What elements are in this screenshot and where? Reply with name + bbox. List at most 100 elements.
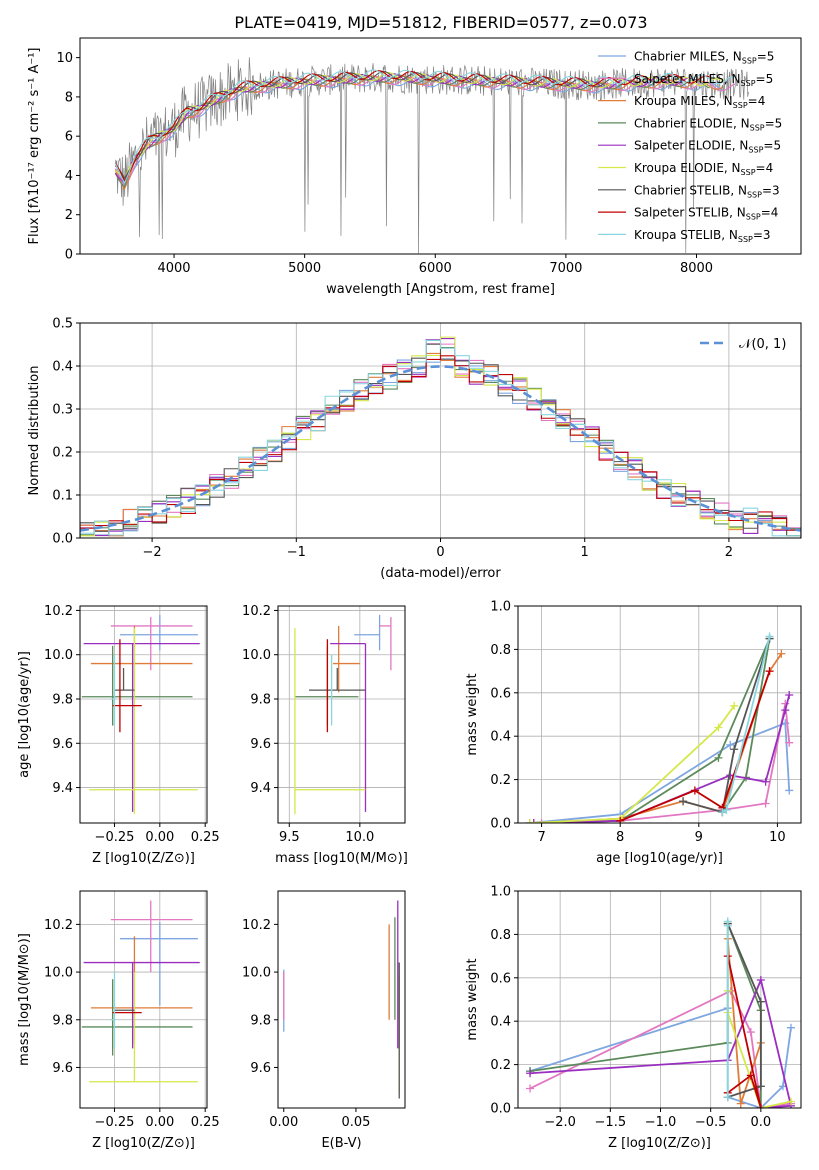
series-marker (785, 738, 794, 747)
legend-entry: Chabrier MILES, NSSP=5 (634, 50, 774, 66)
plot-area (278, 606, 405, 823)
z-weight-panel: −2.0 −1.5 −1.0 −0.5 0.0 0.0 0.2 0.4 0.6 0.8 1.0 Z [… (465, 885, 802, 1151)
errorbar-point (110, 900, 193, 973)
y-tick-label: 6 (65, 130, 73, 145)
series-marker (679, 797, 688, 806)
ebv-mass-panel: 0.00 0.05 9.6 9.8 10.0 10.2 E(B-V) (242, 890, 406, 1151)
legend-entry: Kroupa STELIB, NSSP=3 (634, 228, 771, 244)
plot-content (526, 917, 795, 1108)
y-tick-label: 10.2 (242, 918, 271, 933)
y-tick-label: 0.8 (490, 643, 511, 658)
y-tick-label: 9.8 (52, 693, 73, 708)
legend-entry: Kroupa ELODIE, NSSP=4 (634, 161, 773, 177)
z-mass-panel: −0.25 0.00 0.25 9.6 9.8 10.0 10.2 Z [log10(Z/Z⊙… (17, 890, 220, 1151)
errorbar-point (294, 628, 366, 815)
y-tick-label: 8 (65, 90, 73, 105)
series-marker (761, 777, 770, 786)
series-marker (525, 819, 534, 823)
x-tick-label: 10.0 (345, 830, 374, 845)
x-tick-label: 0.25 (191, 1115, 220, 1130)
axes-frame (517, 605, 802, 824)
series-marker (756, 975, 765, 984)
x-tick-label: −1.0 (645, 1115, 677, 1130)
errorbar-point (294, 645, 359, 726)
x-tick-label: 9 (695, 830, 703, 845)
y-tick-label: 0.2 (490, 1058, 511, 1073)
x-tick-label: −2 (143, 545, 162, 560)
y-tick-label: 10.2 (44, 918, 73, 933)
x-axis-label: wavelength [Angstrom, rest frame] (326, 282, 555, 297)
axes-frame (277, 605, 406, 824)
errorbar-point (81, 645, 193, 726)
y-axis-label: mass weight (465, 958, 480, 1040)
x-tick-label: 0.00 (145, 1115, 174, 1130)
y-tick-label: 9.8 (250, 1013, 271, 1028)
model-spectrum (114, 73, 696, 184)
series-marker (781, 706, 790, 715)
y-tick-label: 0.4 (52, 360, 73, 375)
x-tick-label: 0.00 (145, 830, 174, 845)
errorbar-point (110, 972, 116, 1049)
x-tick-label: 10 (769, 830, 786, 845)
errorbar-point (83, 642, 200, 812)
series-marker (526, 1084, 535, 1093)
plot-content (294, 614, 392, 815)
legend-entry: Kroupa MILES, NSSP=4 (634, 94, 765, 110)
y-tick-label: 1.0 (490, 600, 511, 615)
age-weight-panel: 7 8 9 10 0.0 0.2 0.4 0.6 0.8 1.0 age [log10(age/yr… (465, 600, 802, 866)
x-axis-label: (data-model)/error (380, 566, 501, 581)
errorbar-point (114, 668, 135, 691)
y-tick-label: 0.1 (52, 489, 73, 504)
legend-entry: Salpeter MILES, NSSP=5 (634, 72, 773, 88)
errorbar-point (309, 668, 366, 691)
series-marker (616, 816, 625, 823)
x-tick-label: 0 (436, 545, 444, 560)
x-tick-label: 9.5 (279, 830, 300, 845)
series-marker (756, 1104, 765, 1108)
model-spectrum (114, 69, 736, 185)
x-axis-label: Z [log10(Z/Z⊙)] (92, 851, 195, 866)
errorbar-point (379, 617, 392, 671)
series-marker (746, 1071, 755, 1080)
errorbar-point (119, 922, 198, 1006)
plot-content (525, 632, 794, 823)
y-tick-label: 9.6 (250, 1061, 271, 1076)
x-tick-label: 6000 (419, 261, 452, 276)
series-marker (537, 819, 546, 823)
residuals-panel: −2 −1 0 1 2 0.0 0.1 0.2 0.3 0.4 0.5 (data-model)/er… (27, 317, 802, 581)
y-tick-label: 0.4 (490, 1015, 511, 1030)
x-tick-label: 1 (581, 545, 589, 560)
x-tick-label: −2.0 (544, 1115, 576, 1130)
x-axis-label: E(B-V) (321, 1136, 361, 1151)
x-tick-label: −0.5 (695, 1115, 727, 1130)
series-line (619, 670, 771, 822)
y-axis-label: Flux [fλ10⁻¹⁷ erg cm⁻² s⁻¹ A⁻¹] (27, 48, 42, 245)
y-tick-label: 0.2 (52, 446, 73, 461)
series-marker (777, 649, 786, 658)
series-marker (529, 819, 538, 823)
z-age-panel: −0.25 0.00 0.25 9.4 9.6 9.8 10.0 10.2 Z [log10(Z… (17, 604, 220, 866)
y-tick-label: 9.6 (52, 737, 73, 752)
x-tick-label: 2 (725, 545, 733, 560)
y-tick-label: 0.4 (490, 730, 511, 745)
errorbar-point (89, 972, 198, 1083)
series-line (682, 638, 771, 814)
y-tick-label: 9.6 (250, 737, 271, 752)
y-tick-label: 9.4 (52, 781, 73, 796)
axes-frame (79, 890, 208, 1109)
x-tick-label: 5000 (288, 261, 321, 276)
errorbar-point (89, 628, 198, 815)
x-axis-label: age [log10(age/yr)] (596, 851, 723, 866)
series-marker (746, 1028, 755, 1037)
x-tick-label: 0.25 (191, 830, 220, 845)
series-marker (786, 1023, 795, 1032)
x-axis-label: Z [log10(Z/Z⊙)] (608, 1136, 711, 1151)
x-tick-label: −1.5 (595, 1115, 627, 1130)
series-line (529, 923, 762, 1108)
errorbar-point (81, 979, 193, 1056)
y-tick-label: 0 (65, 248, 73, 263)
legend-entry: Chabrier ELODIE, NSSP=5 (634, 116, 782, 132)
legend-entry: 𝒩(0, 1) (739, 337, 786, 352)
series-marker (723, 921, 732, 930)
